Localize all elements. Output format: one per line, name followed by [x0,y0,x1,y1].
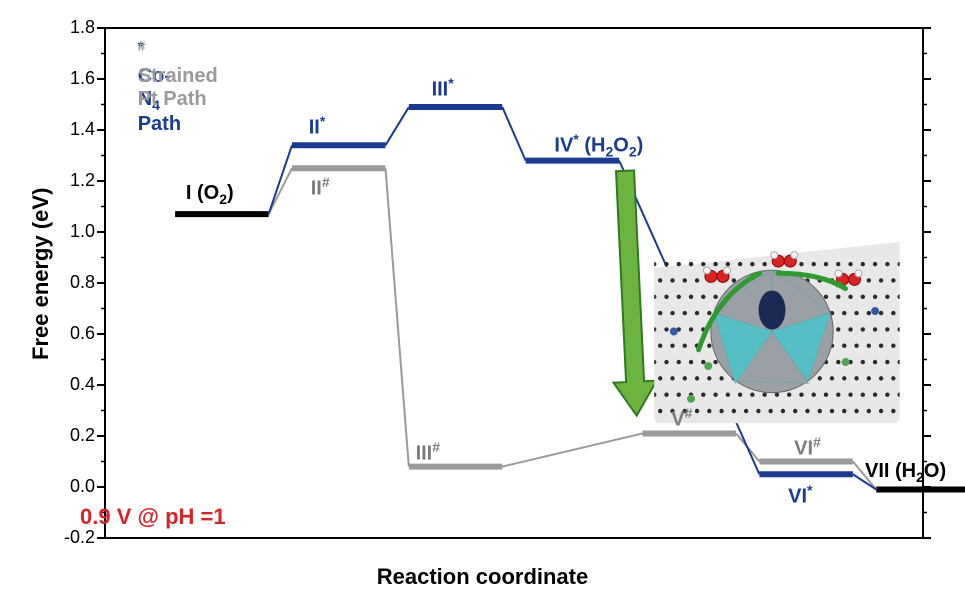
step-label: II* [309,113,326,140]
step-label: III# [416,439,440,466]
y-tick-label: 1.6 [45,68,95,89]
y-tick-label: 0.0 [45,476,95,497]
energy-diagram-figure: { "layout": { "plot": { "left": 105, "to… [0,0,965,596]
condition-text: 0.9 V @ pH =1 [80,504,226,530]
y-tick-label: 0.2 [45,425,95,446]
step-label: III* [432,75,454,102]
y-tick-label: 1.2 [45,170,95,191]
step-label: I (O2) [186,182,234,207]
step-label: V# [671,405,692,432]
y-tick-label: 0.8 [45,272,95,293]
y-tick-label: 0.6 [45,323,95,344]
step-label: VII (H2O) [865,460,946,485]
legend-entry: # Strained Pt Path [138,38,218,111]
y-tick-label: 1.8 [45,17,95,38]
step-label: II# [311,174,330,201]
step-label: VI* [788,482,812,509]
x-axis-label: Reaction coordinate [0,564,965,590]
y-tick-label: 1.4 [45,119,95,140]
step-label: IV* (H2O2) [554,131,643,160]
step-label: VI# [794,434,821,461]
y-tick-label: 0.4 [45,374,95,395]
y-tick-label: 1.0 [45,221,95,242]
y-tick-label: -0.2 [45,527,95,548]
